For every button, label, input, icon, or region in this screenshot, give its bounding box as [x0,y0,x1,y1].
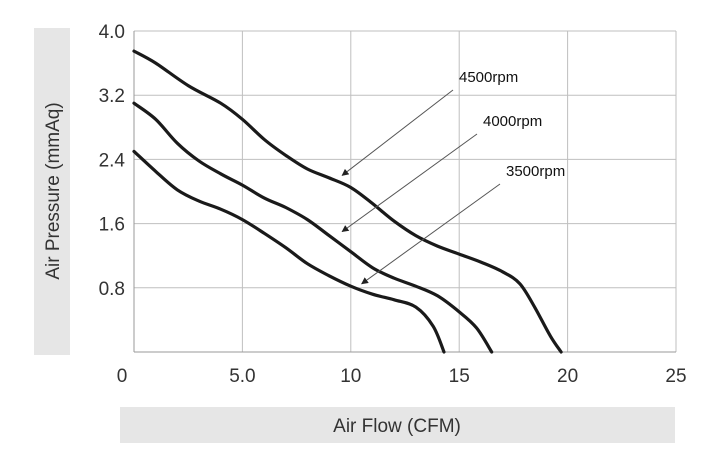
callout-arrow-3 [361,183,501,285]
callout-arrow-2 [341,133,478,233]
grid [133,30,677,353]
series-label-3: 3500rpm [506,163,565,180]
x-tick-label: 20 [557,366,578,387]
y-tick-label: 1.6 [99,215,125,236]
ylabel-band [34,28,70,355]
callout-arrow-1 [341,89,454,176]
y-tick-label: 4.0 [99,22,125,43]
y-tick-label: 0.8 [99,279,125,300]
xlabel-band [120,407,675,443]
x-tick-label: 15 [449,366,470,387]
curve-3 [132,149,446,354]
y-tick-label: 2.4 [99,150,126,171]
curves [132,49,563,354]
x-tick-label: 0 [117,366,128,387]
series-label-1: 4500rpm [459,69,518,86]
y-axis-title: Air Pressure (mmAq) [43,102,64,279]
x-tick-label: 5.0 [229,366,255,387]
curve-2 [132,101,494,354]
curve-1 [132,49,563,354]
callouts: 4500rpm 4000rpm 3500rpm [341,69,565,285]
x-axis-title: Air Flow (CFM) [333,416,461,437]
x-tick-label: 10 [340,366,361,387]
tick-labels: 0 5.0 10 15 20 25 0.8 1.6 2.4 3.2 4.0 [99,22,687,387]
y-tick-label: 3.2 [99,86,125,107]
x-tick-label: 25 [665,366,686,387]
series-label-2: 4000rpm [483,113,542,130]
